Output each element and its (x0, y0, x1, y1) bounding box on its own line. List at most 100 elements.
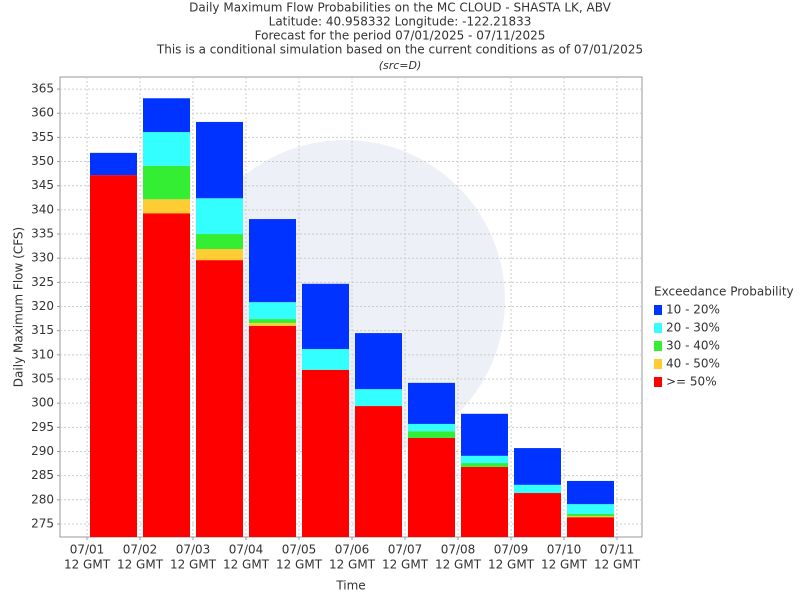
bar-segment (461, 463, 508, 467)
bar-segment (90, 175, 137, 537)
bar-segment (567, 513, 614, 517)
x-tick-label: 07/06 (335, 543, 370, 557)
y-tick-label: 340 (31, 202, 54, 216)
bar-segment (302, 349, 349, 370)
bar-segment (302, 283, 349, 350)
bar-segment (355, 389, 402, 407)
legend-label: 40 - 50% (666, 357, 720, 371)
x-tick-label: 12 GMT (488, 558, 535, 572)
legend-swatch (654, 377, 662, 387)
bar-segment (355, 333, 402, 390)
title-line: Forecast for the period 07/01/2025 - 07/… (255, 29, 546, 43)
bar-segment (196, 234, 243, 250)
subtitle: (src=D) (379, 59, 422, 72)
bar-segment (514, 484, 561, 494)
y-tick-label: 330 (31, 251, 54, 265)
bar-segment (249, 322, 296, 326)
bar-segment (90, 152, 137, 176)
y-tick-label: 305 (31, 371, 54, 385)
legend-label: 20 - 30% (666, 321, 720, 335)
bar-segment (143, 132, 190, 166)
x-tick-label: 12 GMT (170, 558, 217, 572)
legend-label: 30 - 40% (666, 339, 720, 353)
bar-segment (408, 423, 455, 432)
x-tick-label: 12 GMT (223, 558, 270, 572)
y-axis-label: Daily Maximum Flow (CFS) (12, 227, 26, 387)
y-tick-label: 325 (31, 275, 54, 289)
bar-segment (514, 493, 561, 537)
bar-segment (567, 516, 614, 518)
bar-segment (567, 480, 614, 505)
bar-segment (408, 431, 455, 438)
bar-segment (514, 448, 561, 485)
x-tick-label: 12 GMT (117, 558, 164, 572)
x-tick-label: 07/09 (494, 543, 529, 557)
bar-segment (302, 369, 349, 537)
bar-segment (567, 517, 614, 537)
bar-segment (461, 466, 508, 537)
x-tick-label: 12 GMT (64, 558, 111, 572)
y-tick-label: 350 (31, 154, 54, 168)
x-tick-label: 12 GMT (435, 558, 482, 572)
legend-label: >= 50% (666, 375, 717, 389)
bar-segment (461, 455, 508, 464)
x-tick-label: 12 GMT (329, 558, 376, 572)
bar-segment (408, 437, 455, 537)
x-tick-label: 07/05 (282, 543, 317, 557)
x-tick-label: 12 GMT (276, 558, 323, 572)
x-tick-label: 07/08 (441, 543, 476, 557)
x-tick-label: 07/10 (547, 543, 582, 557)
legend-label: 10 - 20% (666, 303, 720, 317)
bar-segment (249, 302, 296, 320)
bar-segment (143, 98, 190, 133)
legend-swatch (654, 305, 662, 315)
y-tick-label: 335 (31, 227, 54, 241)
x-tick-label: 12 GMT (594, 558, 641, 572)
bar-segment (143, 199, 190, 214)
bar-segment (355, 406, 402, 537)
bar-segment (249, 325, 296, 537)
bar-segment (567, 504, 614, 514)
legend-swatch (654, 359, 662, 369)
title-line: Latitude: 40.958332 Longitude: -122.2183… (269, 15, 532, 29)
x-tick-label: 12 GMT (541, 558, 588, 572)
y-tick-label: 360 (31, 106, 54, 120)
y-tick-label: 295 (31, 420, 54, 434)
bar-segment (143, 213, 190, 537)
x-tick-label: 07/04 (229, 543, 264, 557)
bar-segment (196, 260, 243, 537)
x-tick-label: 07/07 (388, 543, 423, 557)
y-tick-label: 345 (31, 178, 54, 192)
legend-swatch (654, 323, 662, 333)
y-tick-label: 355 (31, 130, 54, 144)
bar-segment (408, 382, 455, 424)
x-tick-label: 07/03 (176, 543, 211, 557)
x-tick-label: 07/02 (123, 543, 158, 557)
y-tick-label: 285 (31, 468, 54, 482)
x-axis-label: Time (335, 579, 365, 593)
y-tick-label: 315 (31, 323, 54, 337)
y-tick-label: 275 (31, 516, 54, 530)
legend-swatch (654, 341, 662, 351)
bar-segment (249, 219, 296, 303)
y-tick-label: 365 (31, 82, 54, 96)
y-tick-label: 300 (31, 396, 54, 410)
bar-segment (249, 319, 296, 323)
title-line: Daily Maximum Flow Probabilities on the … (189, 1, 611, 15)
x-tick-label: 12 GMT (382, 558, 429, 572)
bar-segment (196, 121, 243, 199)
y-tick-label: 320 (31, 299, 54, 313)
y-tick-label: 310 (31, 347, 54, 361)
x-tick-label: 07/01 (70, 543, 105, 557)
legend-title: Exceedance Probability (654, 285, 794, 299)
title-line: This is a conditional simulation based o… (156, 43, 643, 57)
y-tick-label: 290 (31, 444, 54, 458)
bar-segment (196, 249, 243, 261)
bar-segment (196, 198, 243, 235)
y-tick-label: 280 (31, 492, 54, 506)
bar-segment (143, 165, 190, 200)
x-tick-label: 07/11 (600, 543, 635, 557)
bar-segment (461, 413, 508, 456)
